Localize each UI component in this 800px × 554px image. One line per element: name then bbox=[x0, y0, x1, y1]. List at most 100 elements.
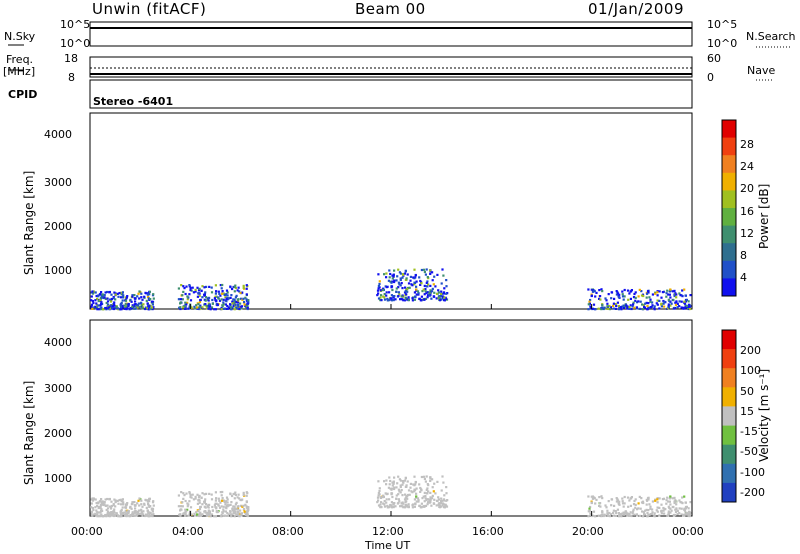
velocity-echo-cell bbox=[432, 502, 435, 505]
power-echo-cell bbox=[440, 293, 443, 296]
velocity-echo-cell bbox=[104, 513, 107, 517]
velocity-echo-cell bbox=[589, 514, 592, 517]
power-echo-cell bbox=[610, 297, 613, 300]
velocity-echo-cell bbox=[179, 514, 182, 518]
power-echo-cell bbox=[642, 303, 645, 307]
power-echo-cell bbox=[661, 291, 664, 294]
power-echo-cell bbox=[234, 286, 237, 290]
power-echo-cell bbox=[422, 268, 426, 271]
xtick: 00:00 bbox=[672, 525, 704, 538]
velocity-echo-cell bbox=[429, 479, 432, 482]
power-echo-cell bbox=[221, 290, 224, 293]
colorbar-segment bbox=[722, 260, 736, 279]
velocity-echo-cell bbox=[589, 512, 592, 515]
velocity-echo-cell bbox=[125, 514, 128, 517]
velocity-echo-cell bbox=[241, 498, 244, 501]
power-echo-cell bbox=[591, 307, 595, 310]
velocity-echo-cell bbox=[600, 495, 603, 498]
velocity-echo-cell bbox=[675, 507, 678, 510]
velocity-echo-cell bbox=[610, 504, 613, 507]
velocity-echo-cell bbox=[436, 480, 439, 483]
power-echo-cell bbox=[103, 296, 106, 299]
velocity-echo-cell bbox=[648, 503, 651, 506]
velocity-echo-cell bbox=[96, 511, 99, 514]
velocity-cb-tick: 100 bbox=[740, 364, 761, 377]
power-echo-cell bbox=[237, 286, 240, 289]
velocity-echo-cell bbox=[195, 511, 198, 514]
velocity-echo-cell bbox=[385, 493, 388, 496]
power-echo-cell bbox=[388, 291, 391, 294]
power-echo-cell bbox=[243, 303, 246, 306]
velocity-echo-cell bbox=[103, 503, 106, 506]
power-echo-cell bbox=[400, 282, 403, 285]
velocity-echo-cell bbox=[601, 513, 604, 516]
cpid-label: CPID bbox=[8, 88, 38, 101]
power-echo-cell bbox=[617, 295, 621, 299]
velocity-echo-cell bbox=[119, 498, 122, 501]
velocity-echo-cell bbox=[142, 510, 145, 513]
power-echo-cell bbox=[649, 306, 652, 309]
velocity-echo-cell bbox=[211, 509, 214, 512]
power-echo-cell bbox=[191, 286, 194, 289]
velocity-echo-cell bbox=[242, 504, 245, 507]
velocity-echo-cell bbox=[190, 496, 193, 499]
power-echo-cell bbox=[207, 307, 210, 310]
power-echo-cell bbox=[608, 308, 611, 311]
power-echo-cell bbox=[380, 294, 383, 297]
velocity-echo-cell bbox=[222, 505, 225, 508]
power-echo-cell bbox=[230, 294, 233, 297]
velocity-echo-cell bbox=[121, 513, 124, 516]
velocity-echo-cell bbox=[392, 482, 395, 485]
velocity-echo-cell bbox=[658, 506, 661, 509]
power-echo-cell bbox=[148, 308, 151, 311]
power-echo-cell bbox=[675, 296, 678, 299]
velocity-echo-cell bbox=[614, 510, 617, 513]
velocity-echo-cell bbox=[656, 510, 659, 513]
power-echo-cell bbox=[116, 292, 119, 295]
velocity-echo-cell bbox=[226, 501, 229, 504]
velocity-echo-cell bbox=[669, 495, 672, 498]
velocity-echo-cell bbox=[393, 502, 396, 505]
velocity-echo-cell bbox=[141, 505, 144, 508]
velocity-echo-cell bbox=[424, 480, 427, 483]
velocity-echo-cell bbox=[438, 498, 441, 501]
velocity-echo-cell bbox=[119, 512, 122, 515]
velocity-echo-cell bbox=[422, 475, 426, 478]
velocity-echo-cell bbox=[634, 503, 637, 506]
power-echo-cell bbox=[240, 297, 243, 300]
power-echo-cell bbox=[414, 274, 417, 277]
velocity-echo-cell bbox=[670, 509, 673, 512]
velocity-echo-cell bbox=[91, 497, 94, 500]
power-echo-cell bbox=[399, 284, 402, 287]
velocity-echo-cell bbox=[184, 513, 187, 516]
nave-tick-bottom: 0 bbox=[707, 71, 714, 84]
power-echo-cell bbox=[632, 303, 635, 306]
power-echo-cell bbox=[220, 287, 223, 290]
power-echo-cell bbox=[211, 298, 214, 302]
power-echo-cell bbox=[615, 290, 618, 293]
power-echo-cell bbox=[667, 303, 670, 306]
power-echo-cell bbox=[616, 301, 619, 304]
velocity-echo-cell bbox=[146, 509, 149, 512]
power-echo-cell bbox=[182, 285, 185, 288]
velocity-echo-cell bbox=[187, 514, 190, 517]
power-echo-cell bbox=[239, 291, 242, 294]
power-echo-cell bbox=[121, 291, 124, 294]
velocity-echo-cell bbox=[631, 512, 634, 515]
velocity-echo-cell bbox=[427, 490, 430, 493]
power-echo-cell bbox=[233, 298, 236, 301]
velocity-echo-cell bbox=[433, 498, 436, 501]
velocity-echo-cell bbox=[221, 499, 224, 502]
power-echo-cell bbox=[214, 299, 217, 302]
power-echo-cell bbox=[207, 306, 210, 309]
power-echo-cell bbox=[404, 297, 407, 301]
power-echo-cell bbox=[237, 298, 240, 301]
xtick: 04:00 bbox=[172, 525, 204, 538]
power-echo-cell bbox=[629, 290, 632, 293]
velocity-echo-cell bbox=[672, 505, 675, 509]
power-echo-cell bbox=[417, 293, 420, 296]
velocity-echo-cell bbox=[617, 502, 621, 506]
power-echo-cell bbox=[214, 308, 217, 311]
velocity-echo-cell bbox=[634, 498, 637, 501]
velocity-echo-cell bbox=[200, 496, 203, 499]
